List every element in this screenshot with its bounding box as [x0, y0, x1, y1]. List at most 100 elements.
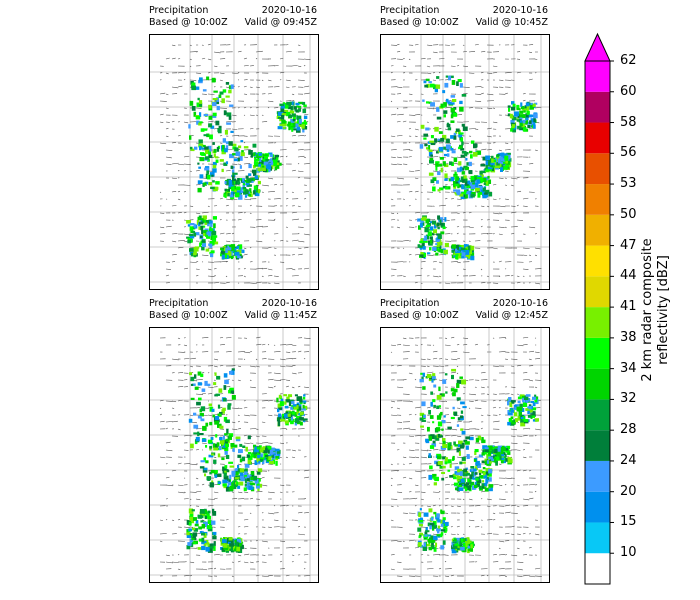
- precip-cell: [286, 396, 290, 401]
- precip-cell: [428, 145, 431, 150]
- precip-cell: [208, 123, 213, 128]
- precip-cell: [455, 537, 460, 541]
- wind-vector: [486, 135, 492, 138]
- precip-cell: [473, 468, 477, 472]
- precip-cell: [244, 476, 247, 482]
- precip-cell: [251, 473, 255, 478]
- precip-cell: [459, 415, 464, 419]
- precip-cell: [490, 162, 495, 166]
- precip-cell: [249, 193, 253, 198]
- precip-cell: [227, 481, 232, 486]
- precip-cell: [206, 234, 211, 239]
- precip-cell: [530, 119, 535, 124]
- wind-vector: [267, 463, 273, 465]
- precip-cell: [242, 182, 246, 186]
- precip-cell: [461, 123, 465, 127]
- precip-cell: [465, 436, 470, 440]
- precip-cell: [443, 146, 448, 150]
- wind-vector: [285, 385, 289, 388]
- wind-vector: [213, 365, 218, 368]
- wind-vector: [225, 170, 231, 172]
- wind-vector: [303, 233, 310, 236]
- wind-vector: [291, 93, 295, 96]
- precip-cell: [288, 114, 293, 119]
- precip-cell: [507, 400, 510, 406]
- precip-cell: [438, 413, 442, 418]
- precip-cell: [460, 154, 465, 158]
- precip-cell: [461, 191, 467, 195]
- wind-vector: [390, 100, 393, 103]
- precip-cell: [227, 537, 230, 542]
- wind-vector: [297, 350, 302, 353]
- precip-cell: [207, 547, 213, 553]
- precip-cell: [419, 520, 424, 523]
- wind-vector: [468, 365, 471, 367]
- precip-cell: [418, 218, 424, 221]
- wind-vector: [165, 449, 173, 452]
- precip-cell: [442, 440, 446, 446]
- wind-vector: [498, 554, 505, 556]
- wind-vector: [432, 156, 439, 158]
- precip-cell: [217, 481, 222, 485]
- precip-cell: [263, 161, 269, 166]
- wind-vector: [213, 51, 221, 54]
- wind-vector: [201, 483, 205, 486]
- precip-cell: [225, 478, 229, 481]
- wind-vector: [438, 365, 445, 367]
- precip-cell: [531, 407, 537, 411]
- precip-cell: [233, 548, 237, 552]
- wind-vector: [408, 58, 411, 61]
- precip-cell: [465, 194, 468, 198]
- precip-cell: [257, 167, 262, 172]
- precip-cell: [456, 397, 461, 401]
- precip-cell: [435, 166, 438, 171]
- wind-vector: [450, 428, 458, 431]
- precip-cell: [207, 515, 212, 520]
- precip-cell: [498, 448, 503, 453]
- precip-cell: [533, 117, 536, 123]
- precip-cell: [188, 418, 193, 423]
- wind-vector: [444, 560, 447, 563]
- precip-cell: [464, 181, 469, 186]
- precip-cell: [193, 223, 196, 228]
- wind-vector: [534, 268, 542, 270]
- wind-vector: [480, 254, 484, 257]
- precip-cell: [233, 444, 238, 448]
- precip-cell: [461, 184, 465, 190]
- wind-vector: [444, 128, 448, 130]
- precip-cell: [465, 541, 469, 544]
- wind-vector: [189, 205, 194, 207]
- wind-vector: [213, 358, 219, 361]
- wind-vector: [426, 72, 432, 75]
- precip-cell: [278, 116, 282, 119]
- precip-cell: [431, 232, 435, 236]
- precip-cell: [302, 404, 305, 410]
- precip-cell: [442, 105, 445, 108]
- precip-cell: [245, 446, 248, 452]
- wind-vector: [498, 275, 501, 277]
- precip-cell: [501, 158, 506, 162]
- wind-vector: [492, 365, 499, 367]
- precip-cell: [213, 534, 216, 538]
- wind-vector: [498, 233, 503, 236]
- precip-cell: [436, 455, 442, 460]
- wind-vector: [480, 225, 483, 228]
- precip-cell: [439, 533, 442, 537]
- wind-vector: [486, 233, 493, 235]
- wind-vector: [450, 65, 456, 67]
- precip-cell: [519, 403, 523, 409]
- wind-vector: [303, 554, 309, 556]
- precip-cell: [466, 162, 470, 166]
- precip-cell: [488, 484, 494, 488]
- precip-cell: [191, 383, 196, 386]
- precip-cell: [457, 484, 462, 487]
- wind-vector: [468, 51, 476, 53]
- wind-vector: [438, 491, 441, 493]
- precip-cell: [475, 478, 479, 481]
- precip-cell: [261, 165, 265, 169]
- precip-cell: [482, 156, 487, 161]
- precip-cell: [201, 246, 205, 251]
- wind-vector: [183, 498, 189, 500]
- precip-cell: [453, 388, 458, 393]
- precip-cell: [243, 146, 249, 149]
